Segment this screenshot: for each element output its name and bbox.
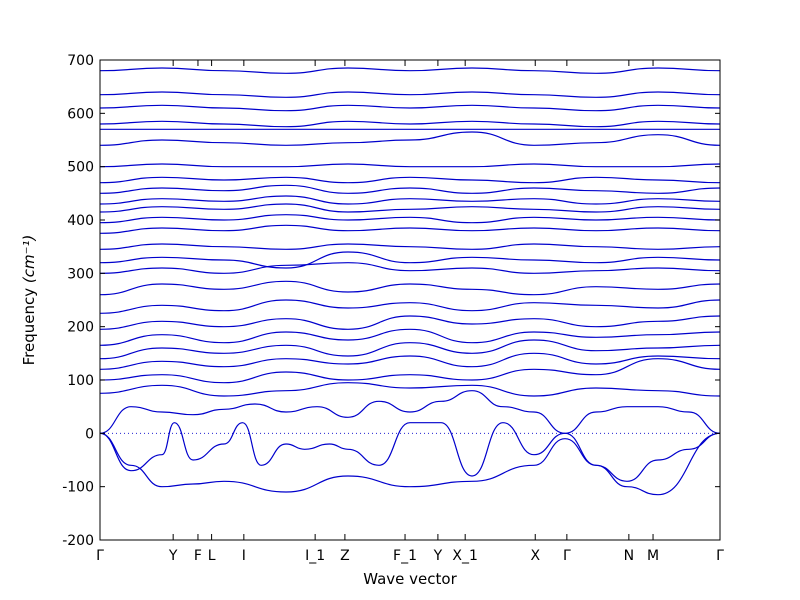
y-tick-label: -200 (62, 533, 94, 549)
y-tick-label: 100 (67, 373, 94, 389)
band-line-12 (99, 262, 721, 274)
x-tick-label: Γ (563, 548, 571, 564)
y-tick-label: 700 (67, 53, 94, 69)
x-axis-label: Wave vector (363, 570, 457, 588)
y-tick-label: 500 (67, 160, 94, 176)
x-tick-label: Y (433, 548, 443, 564)
band-line-2 (99, 422, 721, 482)
x-tick-label: N (624, 548, 634, 564)
y-tick-label: -100 (62, 480, 94, 496)
band-line-1 (99, 432, 721, 496)
band-line-6 (99, 352, 721, 370)
band-line-11 (99, 280, 721, 296)
plot-frame (99, 59, 721, 541)
band-line-10 (99, 299, 721, 314)
band-line-13 (99, 251, 721, 269)
y-tick-label: 200 (67, 320, 94, 336)
x-tick-label: X (530, 548, 540, 564)
y-axis-label-unit: (cm⁻¹) (20, 235, 38, 284)
band-line-21 (99, 163, 721, 168)
band-line-8 (99, 328, 721, 346)
x-tick-label: Z (340, 548, 350, 564)
x-tick-label: F (194, 548, 202, 564)
band-line-16 (99, 214, 721, 224)
band-line-25 (99, 104, 721, 112)
band-line-4 (99, 382, 721, 397)
band-line-3 (99, 390, 721, 434)
band-line-27 (99, 67, 721, 74)
band-line-19 (99, 184, 721, 194)
band-line-9 (99, 315, 721, 330)
x-tick-label: I (242, 548, 246, 564)
x-tick-label: X_1 (452, 548, 478, 564)
band-line-24 (99, 120, 721, 128)
y-tick-label: 0 (85, 426, 94, 442)
y-axis-label: Frequency (cm⁻¹) (20, 235, 38, 366)
x-tick-label: Γ (716, 548, 724, 564)
band-line-15 (99, 224, 721, 234)
band-line-22 (99, 131, 721, 146)
band-line-5 (99, 358, 721, 384)
x-tick-label: Γ (96, 548, 104, 564)
band-line-17 (99, 203, 721, 213)
x-tick-label: Y (168, 548, 178, 564)
band-line-7 (99, 339, 721, 360)
y-tick-label: 300 (67, 266, 94, 282)
x-tick-label: F_1 (393, 548, 417, 564)
x-tick-label: M (647, 548, 659, 564)
band-line-14 (99, 243, 721, 250)
band-line-18 (99, 195, 721, 205)
y-tick-label: 600 (67, 106, 94, 122)
x-tick-label: I_1 (305, 548, 325, 564)
y-tick-label: 400 (67, 213, 94, 229)
band-line-26 (99, 91, 721, 98)
y-axis-label-text: Frequency (20, 288, 38, 366)
band-line-20 (99, 176, 721, 184)
x-tick-label: L (208, 548, 216, 564)
